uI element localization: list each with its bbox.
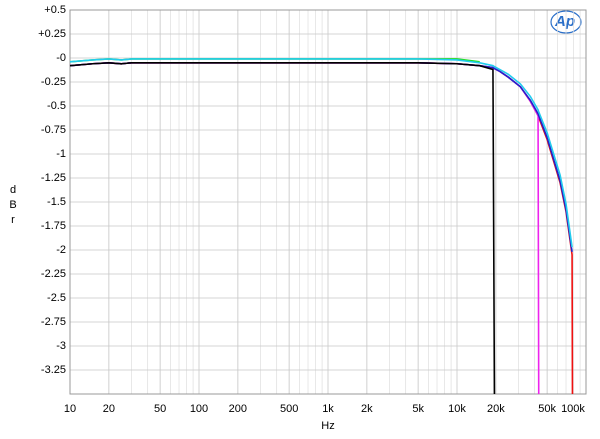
x-tick-label: 10k	[448, 403, 466, 415]
x-tick-label: 100	[190, 403, 208, 415]
series-line	[69, 61, 573, 253]
y-tick-label: -2	[56, 244, 66, 256]
y-tick-label: -0.5	[47, 100, 66, 112]
y-tick-label: -0	[56, 52, 66, 64]
x-tick-label: 10	[64, 403, 76, 415]
x-tick-label: 50k	[538, 403, 556, 415]
y-tick-label: +0.25	[38, 28, 66, 40]
logo: Ap	[554, 13, 575, 30]
y-tick-label: -2.75	[41, 316, 66, 328]
y-tick-label: -1	[56, 148, 66, 160]
series-line	[69, 61, 540, 395]
y-tick-label: -1.5	[47, 196, 66, 208]
x-tick-label: 20k	[487, 403, 505, 415]
series-line	[69, 61, 496, 395]
y-tick-label: -1.75	[41, 220, 66, 232]
x-tick-label: 200	[229, 403, 247, 415]
y-tick-label: -3.25	[41, 364, 66, 376]
plot-frame	[69, 9, 587, 395]
x-tick-label: 100k	[561, 403, 585, 415]
x-tick-label: 5k	[412, 403, 424, 415]
y-tick-label: -1.25	[41, 172, 66, 184]
y-tick-label: -0.25	[41, 76, 66, 88]
y-tick-label: -0.75	[41, 124, 66, 136]
series-line	[69, 61, 574, 395]
x-tick-label: 2k	[361, 403, 373, 415]
x-tick-label: 500	[280, 403, 298, 415]
x-tick-label: 20	[103, 403, 115, 415]
series-line	[69, 58, 573, 248]
y-tick-label: +0.5	[44, 4, 66, 16]
y-tick-label: -2.25	[41, 268, 66, 280]
y-tick-label: -3	[56, 340, 66, 352]
x-axis-label: Hz	[321, 420, 334, 432]
x-tick-label: 1k	[322, 403, 334, 415]
x-tick-label: 50	[154, 403, 166, 415]
y-tick-label: -2.5	[47, 292, 66, 304]
